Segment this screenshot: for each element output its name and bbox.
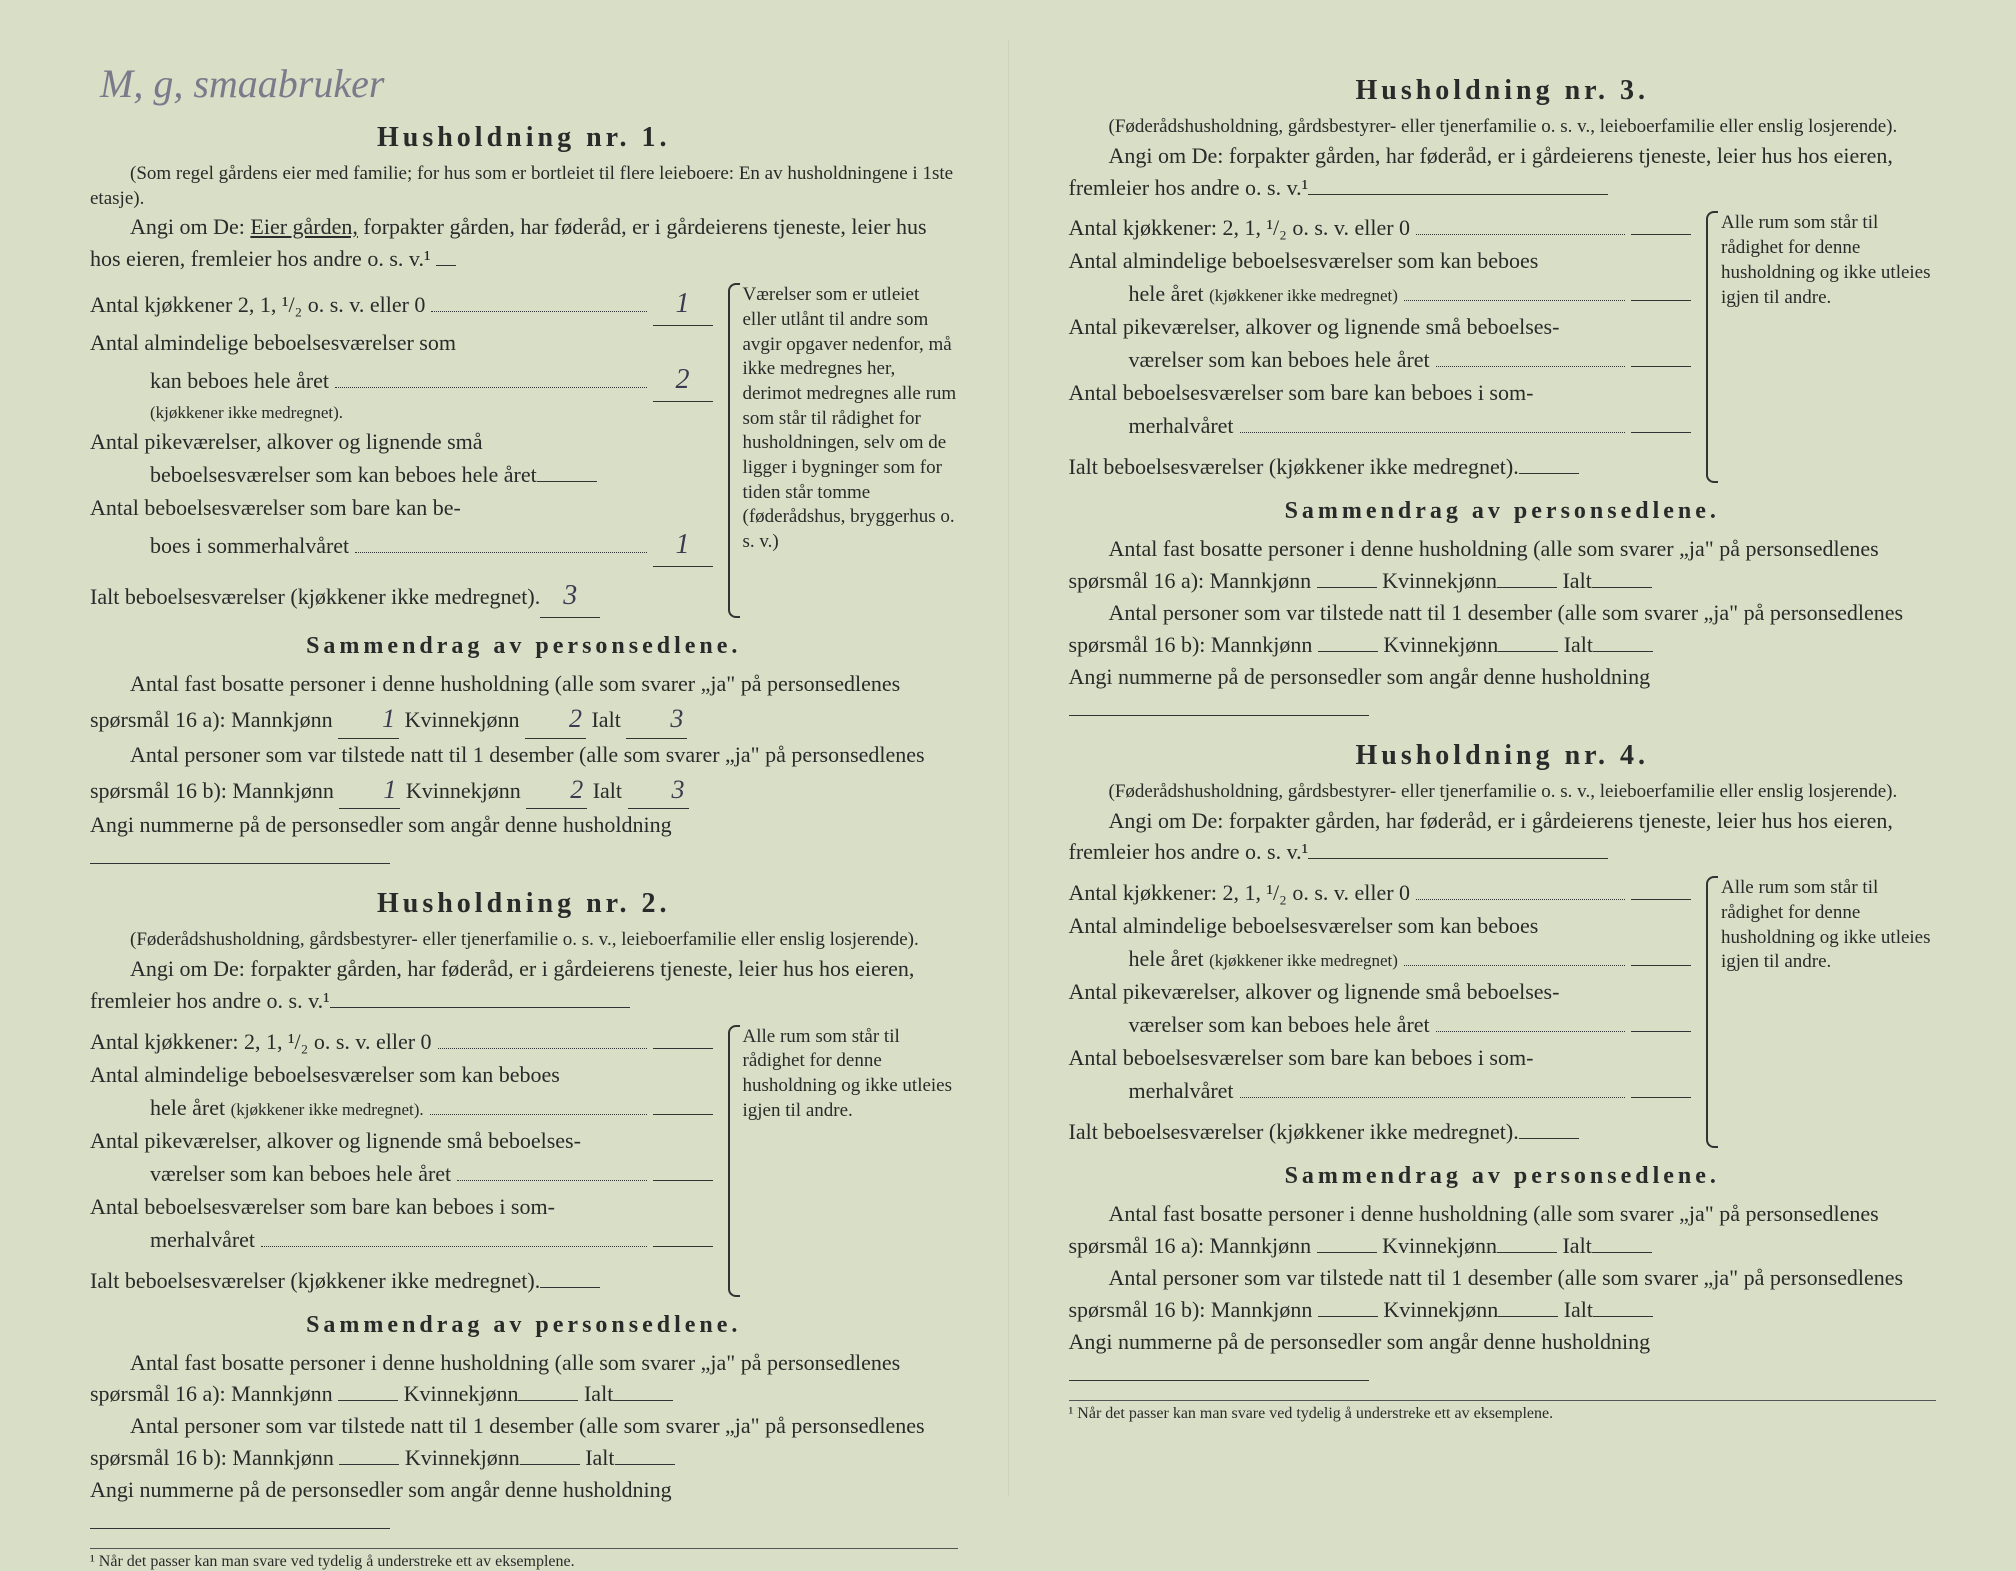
section-2-tilstede: Antal personer som var tilstede natt til… [90,1410,958,1474]
tilst-i[interactable]: 3 [628,771,689,810]
fast-k[interactable]: 2 [525,700,586,739]
section-1-rooms: Antal kjøkkener 2, 1, ¹/₂ o. s. v. eller… [90,283,713,618]
section-4-subtitle: (Føderådshusholdning, gårdsbestyrer- ell… [1069,780,1937,805]
section-4-title: Husholdning nr. 4. [1069,740,1937,772]
kjokken-value[interactable]: 1 [653,283,713,326]
section-4-fast: Antal fast bosatte personer i denne hush… [1069,1198,1937,1262]
section-3-subtitle: (Føderådshusholdning, gårdsbestyrer- ell… [1069,115,1937,140]
section-2-rooms: Antal kjøkkener: 2, 1, ¹/₂ o. s. v. elle… [90,1025,713,1297]
section-1-subtitle: (Som regel gårdens eier med familie; for… [90,162,958,211]
section-1-title: Husholdning nr. 1. [90,122,958,154]
section-3-fast: Antal fast bosatte personer i denne hush… [1069,533,1937,597]
section-3-rooms: Antal kjøkkener: 2, 1, ¹/₂ o. s. v. elle… [1069,211,1692,483]
section-3-summary-title: Sammendrag av personsedlene. [1069,498,1937,525]
section-2: Husholdning nr. 2. (Føderådshusholdning,… [90,888,958,1538]
footnote-left: ¹ Når det passer kan man svare ved tydel… [90,1548,958,1571]
fast-i[interactable]: 3 [626,700,687,739]
section-4-sidenote: Alle rum som står til rådighet for denne… [1706,876,1936,1148]
section-1-nummer: Angi nummerne på de personsedler som ang… [90,809,958,873]
section-2-sidenote: Alle rum som står til rådighet for denne… [728,1025,958,1297]
tilst-k[interactable]: 2 [526,771,587,810]
section-4-summary-title: Sammendrag av personsedlene. [1069,1163,1937,1190]
section-2-summary-title: Sammendrag av personsedlene. [90,1312,958,1339]
footnote-right: ¹ Når det passer kan man svare ved tydel… [1069,1400,1937,1423]
section-1-fast: Antal fast bosatte personer i denne hush… [90,668,958,739]
section-4-nummer: Angi nummerne på de personsedler som ang… [1069,1326,1937,1390]
section-1-tilstede: Antal personer som var tilstede natt til… [90,739,958,810]
handwriting-annotation: M, g, smaabruker [100,60,958,107]
right-page: Husholdning nr. 3. (Føderådshusholdning,… [1009,40,1987,1496]
section-1-sidenote: Værelser som er utleiet eller utlånt til… [728,283,958,618]
ialt-value[interactable]: 3 [540,575,600,618]
section-3-title: Husholdning nr. 3. [1069,75,1937,107]
section-3-sidenote: Alle rum som står til rådighet for denne… [1706,211,1936,483]
section-3-angi: Angi om De: forpakter gården, har føderå… [1069,140,1937,204]
section-4: Husholdning nr. 4. (Føderådshusholdning,… [1069,740,1937,1390]
sommer-value[interactable]: 1 [653,524,713,567]
section-2-title: Husholdning nr. 2. [90,888,958,920]
section-4-tilstede: Antal personer som var tilstede natt til… [1069,1262,1937,1326]
section-2-angi: Angi om De: forpakter gården, har føderå… [90,953,958,1017]
section-2-fast: Antal fast bosatte personer i denne hush… [90,1347,958,1411]
section-4-angi: Angi om De: forpakter gården, har føderå… [1069,805,1937,869]
section-2-nummer: Angi nummerne på de personsedler som ang… [90,1474,958,1538]
section-2-subtitle: (Føderådshusholdning, gårdsbestyrer- ell… [90,928,958,953]
section-1-angi: Angi om De: Eier gården, forpakter gårde… [90,211,958,275]
section-3-tilstede: Antal personer som var tilstede natt til… [1069,597,1937,661]
section-3: Husholdning nr. 3. (Føderådshusholdning,… [1069,75,1937,725]
section-1-summary-title: Sammendrag av personsedlene. [90,633,958,660]
left-page: M, g, smaabruker Husholdning nr. 1. (Som… [30,40,1009,1496]
section-3-nummer: Angi nummerne på de personsedler som ang… [1069,661,1937,725]
fast-m[interactable]: 1 [338,700,399,739]
pike-value[interactable] [537,462,597,482]
section-1: Husholdning nr. 1. (Som regel gårdens ei… [90,122,958,873]
section-4-rooms: Antal kjøkkener: 2, 1, ¹/₂ o. s. v. elle… [1069,876,1692,1148]
tilst-m[interactable]: 1 [339,771,400,810]
alm-value[interactable]: 2 [653,359,713,402]
